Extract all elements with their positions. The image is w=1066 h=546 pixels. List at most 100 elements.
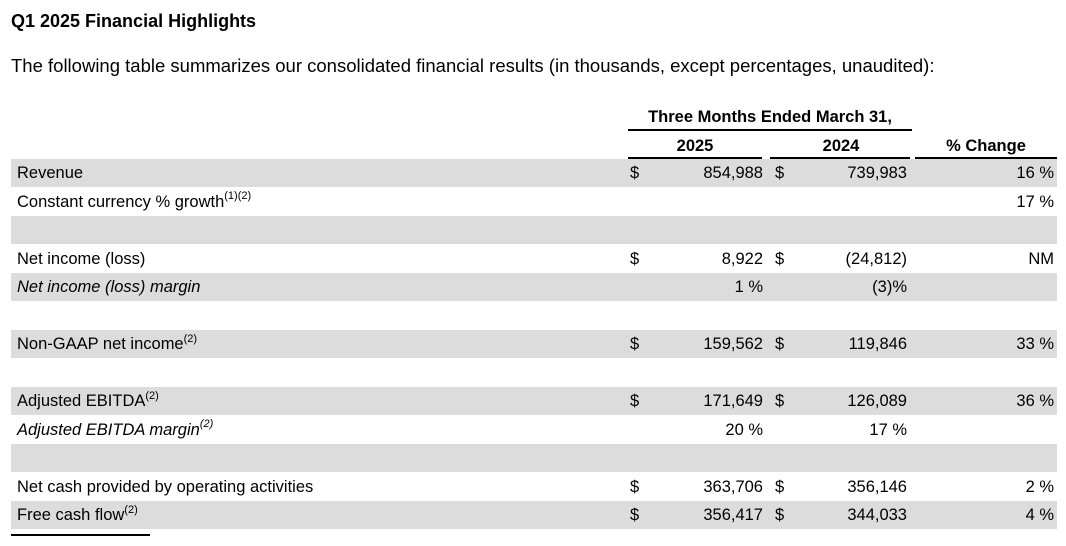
value-2024: [781, 359, 907, 387]
currency-2025: $: [630, 506, 640, 524]
value-2024: [781, 188, 907, 216]
value-2024: 17 %: [869, 420, 907, 439]
value-2025: 159,562: [703, 335, 763, 353]
row-label-text: Constant currency % growth: [17, 192, 225, 211]
percent-change: 2 %: [1025, 477, 1054, 496]
currency-2025: $: [630, 335, 640, 353]
value-2025: [651, 444, 763, 472]
row-label: Net cash provided by operating activitie…: [17, 473, 313, 501]
page-title: Q1 2025 Financial Highlights: [11, 11, 257, 31]
percent-change: 4 %: [1025, 506, 1054, 524]
row-label-text: Net cash provided by operating activitie…: [17, 477, 314, 496]
row-label: Adjusted EBITDA(2): [17, 387, 159, 415]
currency-2025: $: [630, 477, 640, 496]
currency-2024: $: [775, 392, 785, 410]
percent-change: 16 %: [1016, 164, 1054, 182]
row-label: Non-GAAP net income(2): [17, 330, 197, 358]
row-label: Revenue: [17, 159, 83, 187]
currency-2025: $: [630, 249, 640, 268]
row-label: Net income (loss) margin: [17, 273, 200, 301]
row-label-text: Net income (loss): [17, 249, 146, 268]
percent-change: [926, 416, 1054, 444]
percent-change: 33 %: [1016, 335, 1054, 353]
table-row: [11, 444, 1057, 472]
row-label: Net income (loss): [17, 245, 145, 273]
row-label-text: Non-GAAP net income: [17, 335, 184, 353]
value-2025: [651, 302, 763, 330]
table-row: Adjusted EBITDA(2) $171,649 $126,089 36 %: [11, 387, 1057, 415]
value-2025: 1 %: [734, 278, 763, 296]
value-2025: [651, 188, 763, 216]
value-2025: 854,988: [703, 164, 763, 182]
percent-change: 36 %: [1016, 392, 1054, 410]
table-row: Free cash flow(2) $356,417 $344,033 4 %: [11, 501, 1057, 529]
row-label: Free cash flow(2): [17, 501, 138, 529]
footnote-reference: (2): [124, 503, 138, 516]
percent-change: 17 %: [1016, 192, 1054, 211]
value-2025: 356,417: [703, 506, 763, 524]
value-2025: [651, 216, 763, 244]
row-label-text: Adjusted EBITDA margin: [17, 420, 200, 439]
currency-2025: $: [630, 164, 640, 182]
currency-2024: $: [775, 335, 785, 353]
currency-2024: $: [775, 249, 785, 268]
row-label-text: Adjusted EBITDA: [17, 392, 146, 410]
col-rule-2025: [628, 157, 762, 159]
value-2025: 20 %: [725, 420, 763, 439]
value-2025: 363,706: [703, 477, 763, 496]
table-row: Constant currency % growth(1)(2) 17 %: [11, 188, 1057, 216]
col-header-2024: 2024: [822, 137, 860, 155]
currency-2024: $: [775, 164, 785, 182]
footnote-reference: (2): [183, 332, 198, 345]
currency-2025: [630, 444, 650, 472]
percent-change: [926, 359, 1054, 387]
table-row: [11, 359, 1057, 387]
percent-change: [926, 444, 1054, 472]
table-row: Net income (loss) $8,922 $ (24,812) NM: [11, 245, 1057, 273]
period-header: Three Months Ended March 31,: [648, 108, 892, 126]
row-label-text: Net income (loss) margin: [17, 278, 201, 296]
table-row: Revenue $854,988 $739,983 16 %: [11, 159, 1057, 187]
currency-2024: $: [775, 506, 785, 524]
table-row: Net cash provided by operating activitie…: [11, 473, 1057, 501]
table-row: Net income (loss) margin 1 % (3)%: [11, 273, 1057, 301]
row-label-text: Revenue: [17, 164, 84, 182]
table-row: [11, 216, 1057, 244]
currency-2025: [630, 216, 650, 244]
percent-change: [926, 273, 1054, 301]
col-rule-change: [915, 157, 1057, 159]
value-2024: 739,983: [847, 164, 907, 182]
intro-text: The following table summarizes our conso…: [11, 55, 935, 76]
value-2024: [781, 216, 907, 244]
footnote-reference: (1)(2): [224, 190, 252, 202]
footnote-reference: (2): [145, 389, 159, 402]
table-row: Adjusted EBITDA margin(2) 20 % 17 %: [11, 416, 1057, 444]
value-2025: 8,922: [721, 249, 763, 268]
percent-change: [926, 302, 1054, 330]
col-header-change: % Change: [946, 137, 1026, 155]
currency-2025: [630, 416, 650, 444]
table-row: Non-GAAP net income(2) $159,562 $119,846 33…: [11, 330, 1057, 358]
row-label-text: Free cash flow: [17, 506, 125, 524]
value-2025: 171,649: [703, 392, 763, 410]
currency-2025: $: [630, 392, 640, 410]
value-2024: 126,089: [847, 392, 907, 410]
footnote-reference: (2): [199, 418, 214, 430]
col-rule-2024: [770, 157, 910, 159]
value-2024: [781, 302, 907, 330]
value-2024: 344,033: [847, 506, 907, 524]
percent-change: [926, 216, 1054, 244]
currency-2025: [630, 302, 650, 330]
value-2024: [781, 444, 907, 472]
value-2025: [651, 359, 763, 387]
value-2024: (3)%: [872, 278, 907, 296]
currency-2025: [630, 188, 650, 216]
row-label: Constant currency % growth(1)(2): [17, 188, 251, 216]
value-2024: 119,846: [848, 335, 907, 353]
table-row: [11, 302, 1057, 330]
col-header-2025: 2025: [676, 137, 714, 155]
currency-2025: [630, 359, 650, 387]
footnote-rule: [11, 534, 150, 536]
currency-2024: $: [775, 477, 785, 496]
period-header-rule: [628, 129, 912, 131]
